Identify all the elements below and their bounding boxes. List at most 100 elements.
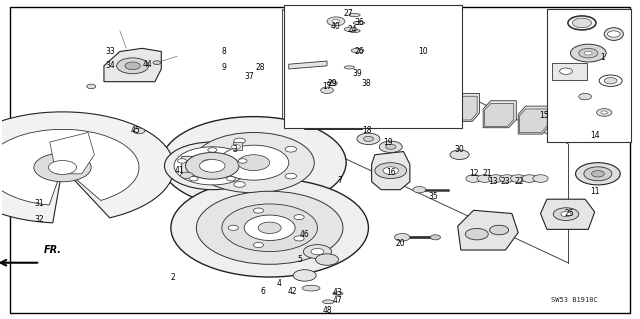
Ellipse shape: [353, 21, 365, 25]
Text: 47: 47: [333, 296, 343, 305]
Circle shape: [533, 175, 548, 182]
Text: 23: 23: [500, 177, 510, 186]
Text: 6: 6: [261, 287, 266, 296]
Circle shape: [133, 128, 145, 134]
Circle shape: [234, 182, 245, 187]
Circle shape: [153, 61, 161, 64]
Text: 40: 40: [331, 22, 341, 31]
Text: 32: 32: [34, 215, 44, 224]
Circle shape: [177, 159, 186, 163]
Text: 24: 24: [348, 25, 357, 34]
Text: 30: 30: [454, 145, 465, 154]
Circle shape: [330, 106, 343, 112]
Text: 44: 44: [143, 60, 152, 69]
Text: 45: 45: [131, 126, 141, 135]
Circle shape: [477, 175, 492, 182]
Text: 29: 29: [327, 79, 337, 88]
Circle shape: [430, 235, 440, 240]
Circle shape: [189, 176, 198, 181]
Ellipse shape: [344, 27, 357, 32]
Polygon shape: [558, 115, 589, 141]
Circle shape: [490, 225, 509, 235]
Circle shape: [161, 117, 346, 209]
Circle shape: [193, 132, 314, 193]
Polygon shape: [301, 82, 375, 129]
Circle shape: [293, 270, 316, 281]
Circle shape: [375, 163, 406, 179]
Polygon shape: [449, 96, 477, 120]
Text: 15: 15: [539, 111, 548, 120]
Circle shape: [380, 141, 402, 152]
Circle shape: [316, 254, 339, 265]
Circle shape: [383, 167, 398, 174]
Wedge shape: [0, 129, 139, 205]
Text: 39: 39: [352, 69, 362, 78]
Bar: [552, 63, 587, 80]
Ellipse shape: [323, 300, 334, 304]
Circle shape: [488, 175, 504, 182]
Circle shape: [125, 62, 140, 70]
Wedge shape: [0, 112, 174, 223]
Text: 8: 8: [221, 47, 226, 56]
Text: 28: 28: [255, 63, 265, 72]
Circle shape: [323, 102, 351, 116]
Circle shape: [171, 179, 369, 277]
Circle shape: [87, 84, 95, 89]
Circle shape: [559, 68, 572, 74]
Text: 34: 34: [106, 61, 115, 70]
Circle shape: [180, 172, 193, 179]
Text: 21: 21: [483, 169, 492, 178]
Text: 10: 10: [418, 47, 428, 56]
Circle shape: [116, 58, 148, 74]
Text: 2: 2: [170, 272, 175, 281]
Circle shape: [186, 152, 239, 179]
Text: 38: 38: [362, 79, 371, 88]
Text: 22: 22: [515, 177, 524, 186]
Polygon shape: [182, 156, 252, 175]
Circle shape: [219, 145, 289, 180]
Circle shape: [285, 173, 296, 179]
Circle shape: [327, 17, 345, 26]
Circle shape: [196, 191, 343, 264]
Circle shape: [228, 225, 239, 230]
Circle shape: [596, 109, 612, 116]
Text: 19: 19: [383, 137, 392, 146]
Circle shape: [294, 215, 304, 220]
Text: 26: 26: [354, 47, 364, 56]
Circle shape: [253, 242, 264, 248]
Text: 16: 16: [386, 168, 396, 177]
Circle shape: [202, 160, 214, 166]
Text: 1: 1: [600, 53, 605, 62]
Text: 31: 31: [34, 199, 44, 208]
Text: FR.: FR.: [44, 245, 61, 255]
Circle shape: [575, 163, 620, 185]
Ellipse shape: [349, 29, 360, 33]
Polygon shape: [50, 132, 94, 174]
Ellipse shape: [351, 48, 364, 53]
Circle shape: [234, 138, 245, 144]
Circle shape: [312, 97, 361, 121]
Circle shape: [604, 78, 617, 84]
Circle shape: [303, 245, 332, 259]
Circle shape: [349, 74, 362, 80]
Polygon shape: [414, 88, 445, 114]
Circle shape: [584, 51, 592, 55]
Bar: [233, 142, 243, 150]
Circle shape: [238, 155, 269, 171]
Ellipse shape: [302, 285, 320, 291]
Polygon shape: [372, 152, 410, 190]
Ellipse shape: [349, 13, 360, 17]
Text: 5: 5: [298, 255, 303, 264]
Text: 7: 7: [337, 176, 342, 185]
Bar: [547, 9, 631, 142]
Polygon shape: [541, 199, 595, 229]
Text: 43: 43: [333, 288, 343, 297]
Text: 46: 46: [300, 230, 310, 239]
Circle shape: [238, 159, 247, 163]
Circle shape: [285, 146, 296, 152]
Circle shape: [354, 79, 364, 84]
Text: 42: 42: [287, 287, 297, 296]
Circle shape: [164, 142, 260, 190]
Circle shape: [561, 211, 571, 217]
Circle shape: [244, 215, 295, 241]
